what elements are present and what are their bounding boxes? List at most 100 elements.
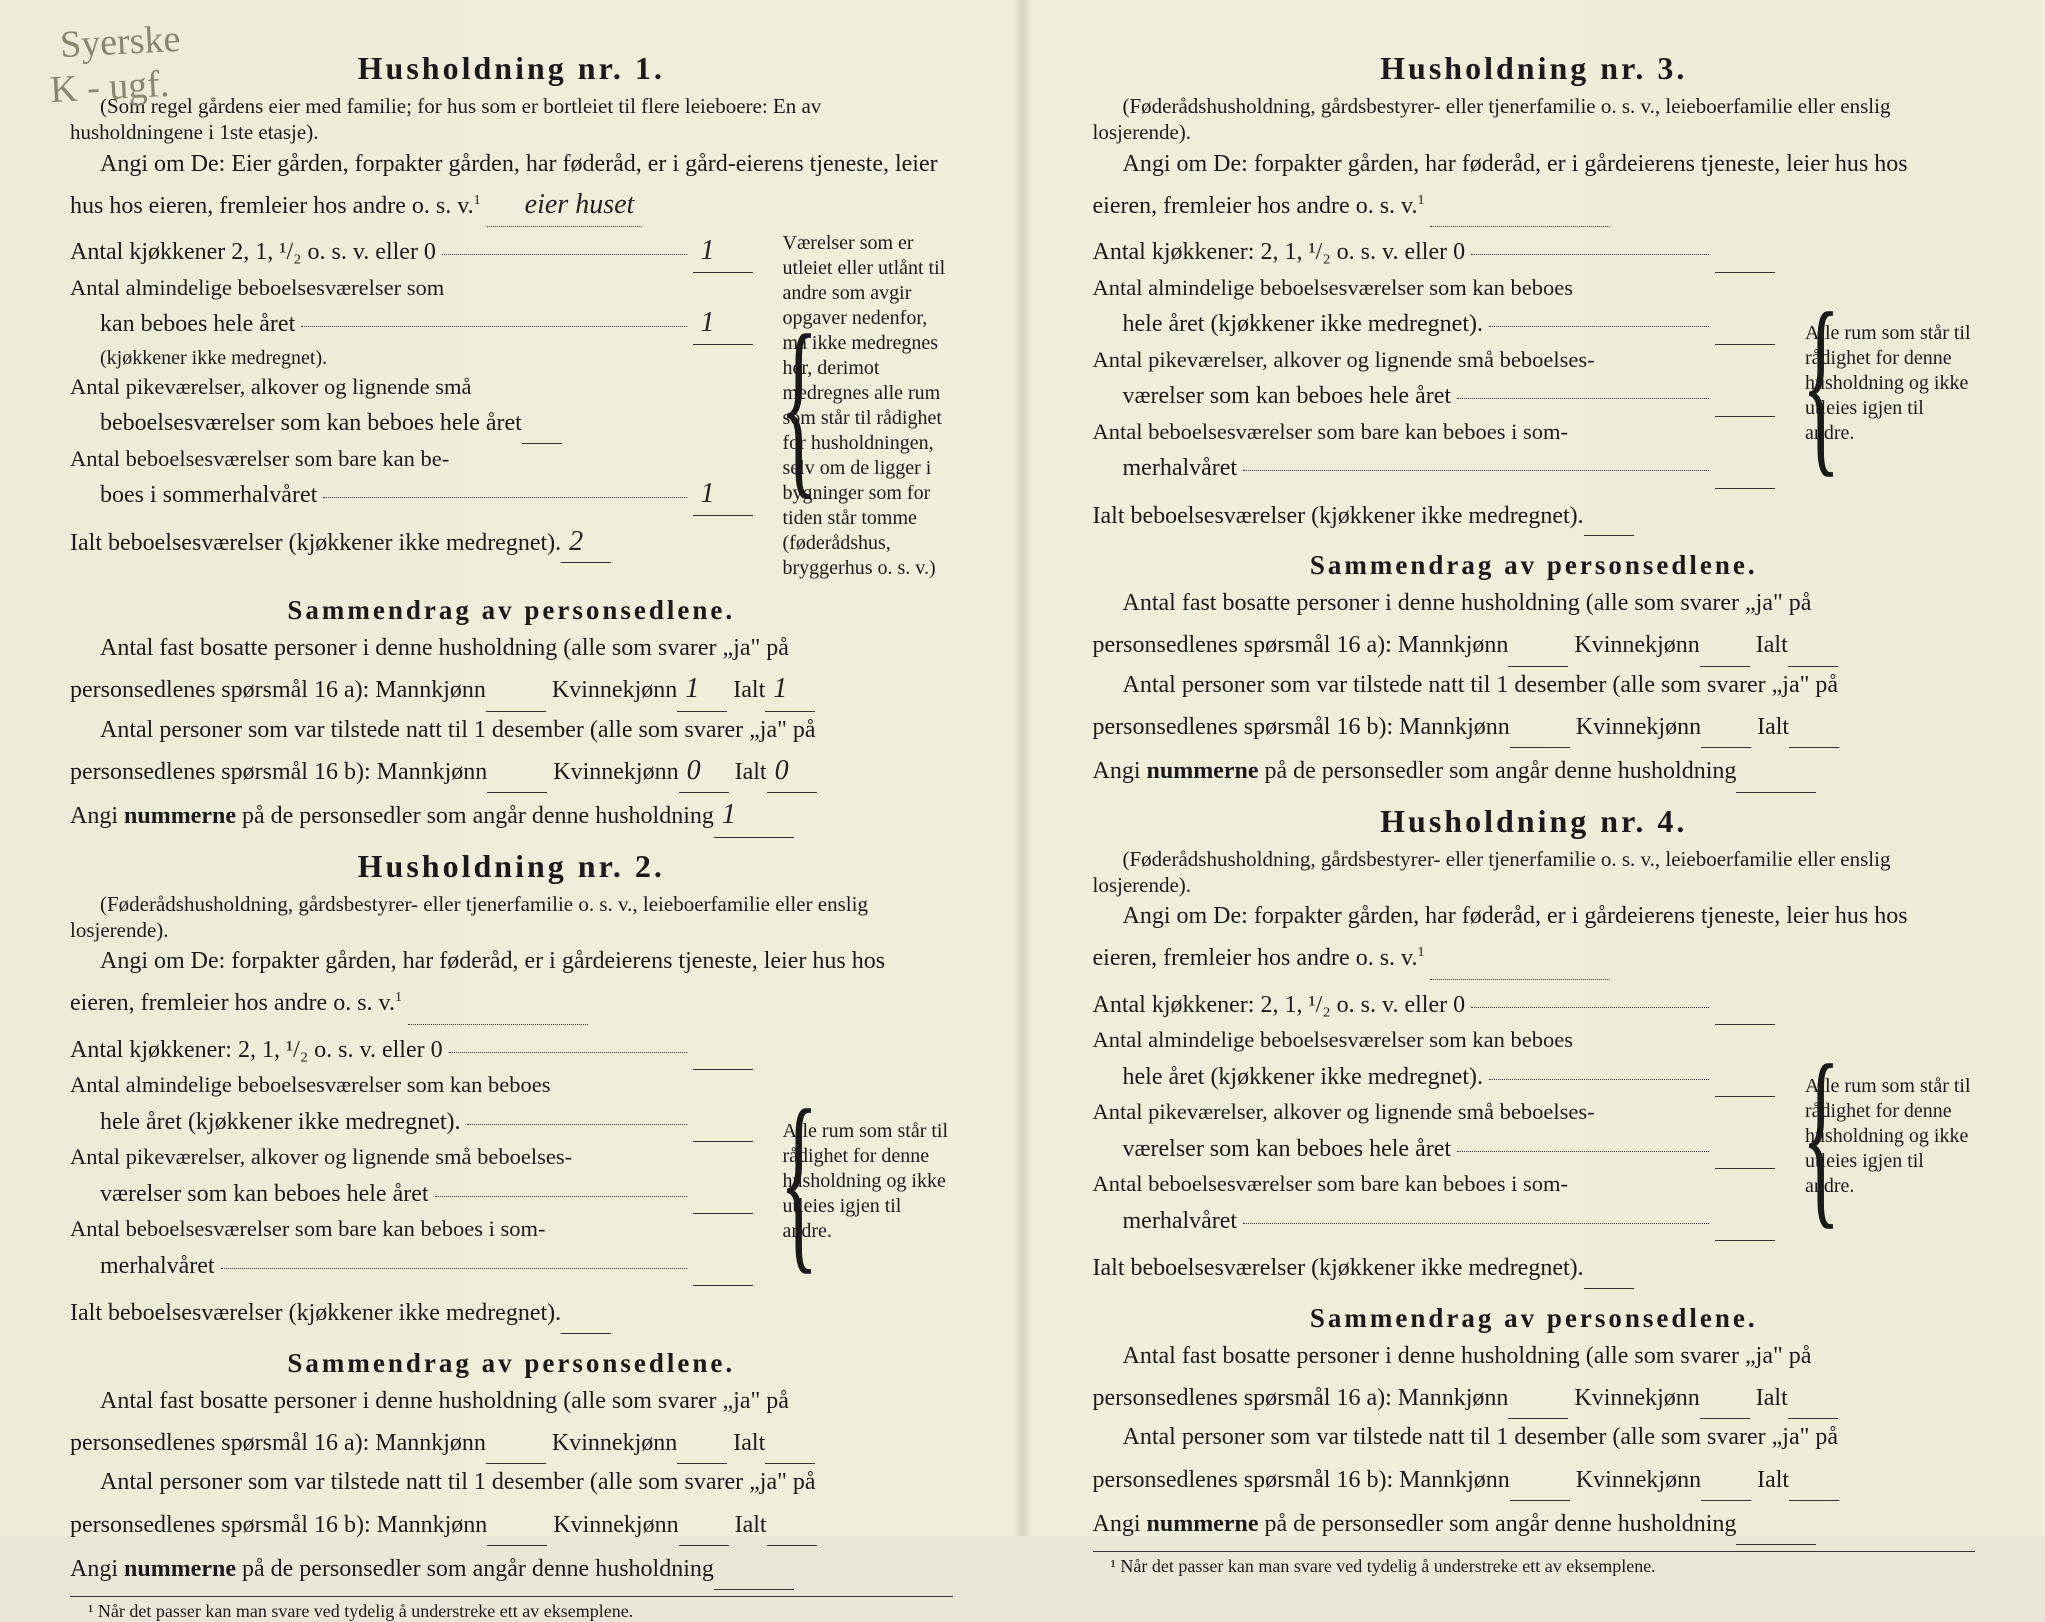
- sommer-label-2: merhalvåret: [100, 1249, 215, 1284]
- angi-value: [438, 986, 454, 1017]
- val-16a-m: [1508, 1381, 1524, 1412]
- household-note: (Føderådshusholdning, gårdsbestyrer- ell…: [1093, 93, 1976, 146]
- household-block-1: Husholdning nr. 1. (Som regel gårdens ei…: [70, 50, 953, 838]
- sommer-value: [693, 1249, 709, 1280]
- alm-label-1: Antal almindelige beboelsesværelser som …: [70, 1070, 753, 1100]
- val-16a-k: [1700, 628, 1716, 659]
- kjokken-value: [693, 1033, 709, 1064]
- household-block-4: Husholdning nr. 4. (Føderådshusholdning,…: [1093, 803, 1976, 1546]
- sum-16b-line2: personsedlenes spørsmål 16 b): Mannkjønn…: [70, 1502, 953, 1546]
- kjokken-label: Antal kjøkkener 2, 1, ¹/₂ o. s. v. eller…: [70, 235, 436, 270]
- val-16b-m: [487, 755, 503, 786]
- summary-title: Sammendrag av personsedlene.: [70, 1348, 953, 1379]
- rooms-column: Antal kjøkkener: 2, 1, ¹/₂ o. s. v. elle…: [70, 1029, 753, 1334]
- angi-value: [1460, 189, 1476, 220]
- sommer-value: 1: [693, 478, 723, 509]
- nummer-line: Angi nummerne på de personsedler som ang…: [1093, 748, 1976, 792]
- ialt-label: Ialt beboelsesværelser (kjøkkener ikke m…: [1093, 1251, 1584, 1286]
- sum-16a-line1: Antal fast bosatte personer i denne hush…: [1093, 1338, 1976, 1375]
- side-note-column: Værelser som er utleiet eller utlånt til…: [763, 231, 953, 581]
- ialt-value: 2: [561, 526, 591, 557]
- nummer-line: Angi nummerne på de personsedler som ang…: [70, 1546, 953, 1590]
- ialt-label: Ialt beboelsesværelser (kjøkkener ikke m…: [70, 1296, 561, 1331]
- val-16a-i: 1: [765, 673, 795, 704]
- summary-title: Sammendrag av personsedlene.: [1093, 550, 1976, 581]
- angi-value: [1460, 941, 1476, 972]
- val-16b-k: [1701, 710, 1717, 741]
- brace-icon: [1785, 231, 1799, 536]
- angi-line: Angi om De: forpakter gården, har føderå…: [1093, 898, 1976, 980]
- val-16a-m: [486, 673, 502, 704]
- sommer-label-1: Antal beboelsesværelser som bare kan beb…: [1093, 1169, 1776, 1199]
- sum-16a-line1: Antal fast bosatte personer i denne hush…: [1093, 585, 1976, 622]
- alm-label-1: Antal almindelige beboelsesværelser som …: [1093, 1025, 1776, 1055]
- nummer-value: [714, 1552, 730, 1583]
- pike-label-1: Antal pikeværelser, alkover og lignende …: [1093, 345, 1776, 375]
- val-16b-i: [1789, 710, 1805, 741]
- ialt-value: [561, 1296, 577, 1327]
- val-16b-k: [1701, 1463, 1717, 1494]
- side-note-column: Alle rum som står til rådighet for denne…: [1785, 231, 1975, 536]
- rooms-column: Antal kjøkkener: 2, 1, ¹/₂ o. s. v. elle…: [1093, 984, 1776, 1289]
- kjokken-label: Antal kjøkkener: 2, 1, ¹/₂ o. s. v. elle…: [1093, 988, 1466, 1023]
- brace-icon: [1785, 984, 1799, 1289]
- ialt-value: [1584, 499, 1600, 530]
- household-title: Husholdning nr. 4.: [1093, 803, 1976, 840]
- household-note: (Føderådshusholdning, gårdsbestyrer- ell…: [70, 891, 953, 944]
- pike-label-2: værelser som kan beboes hele året: [1123, 1132, 1452, 1167]
- sum-16b-line2: personsedlenes spørsmål 16 b): Mannkjønn…: [1093, 1457, 1976, 1501]
- alm-label-2: hele året (kjøkkener ikke medregnet).: [1123, 1060, 1484, 1095]
- alm-value: [1715, 1060, 1731, 1091]
- alm-label-1: Antal almindelige beboelsesværelser som: [70, 273, 753, 303]
- sommer-value: [1715, 451, 1731, 482]
- pike-value: [522, 406, 538, 437]
- alm-value: [1715, 307, 1731, 338]
- sum-16a-line2: personsedlenes spørsmål 16 a): Mannkjønn…: [1093, 622, 1976, 666]
- footnote-right: ¹ Når det passer kan man svare ved tydel…: [1093, 1551, 1976, 1577]
- pike-label-2: værelser som kan beboes hele året: [1123, 379, 1452, 414]
- kjokken-label: Antal kjøkkener: 2, 1, ¹/₂ o. s. v. elle…: [1093, 235, 1466, 270]
- household-title: Husholdning nr. 2.: [70, 848, 953, 885]
- val-16b-i: [1789, 1463, 1805, 1494]
- pike-value: [1715, 1132, 1731, 1163]
- angi-value: eier huset: [517, 189, 643, 220]
- val-16b-i: 0: [767, 755, 797, 786]
- val-16b-m: [487, 1508, 503, 1539]
- val-16a-k: 1: [677, 673, 707, 704]
- sum-16b-line1: Antal personer som var tilstede natt til…: [1093, 1419, 1976, 1456]
- brace-icon: [763, 1029, 777, 1334]
- sum-16b-line2: personsedlenes spørsmål 16 b): Mannkjønn…: [70, 749, 953, 793]
- val-16a-k: [1700, 1381, 1716, 1412]
- rooms-column: Antal kjøkkener: 2, 1, ¹/₂ o. s. v. elle…: [1093, 231, 1776, 536]
- sommer-label-1: Antal beboelsesværelser som bare kan beb…: [1093, 417, 1776, 447]
- nummer-line: Angi nummerne på de personsedler som ang…: [1093, 1501, 1976, 1545]
- ialt-label: Ialt beboelsesværelser (kjøkkener ikke m…: [1093, 499, 1584, 534]
- sum-16a-line1: Antal fast bosatte personer i denne hush…: [70, 630, 953, 667]
- sum-16b-line1: Antal personer som var tilstede natt til…: [70, 712, 953, 749]
- sommer-label-2: boes i sommerhalvåret: [100, 478, 317, 513]
- sum-16a-line1: Antal fast bosatte personer i denne hush…: [70, 1383, 953, 1420]
- sommer-value: [1715, 1204, 1731, 1235]
- sum-16b-line2: personsedlenes spørsmål 16 b): Mannkjønn…: [1093, 704, 1976, 748]
- kjokken-value: 1: [693, 235, 723, 266]
- alm-label-2: kan beboes hele året: [100, 307, 295, 342]
- alm-value: 1: [693, 307, 723, 338]
- pike-label-2: beboelsesværelser som kan beboes hele år…: [100, 406, 522, 441]
- summary-title: Sammendrag av personsedlene.: [70, 595, 953, 626]
- val-16a-m: [486, 1426, 502, 1457]
- val-16b-k: [679, 1508, 695, 1539]
- nummer-line: Angi nummerne på de personsedler som ang…: [70, 793, 953, 837]
- pike-label-1: Antal pikeværelser, alkover og lignende …: [1093, 1097, 1776, 1127]
- ialt-label: Ialt beboelsesværelser (kjøkkener ikke m…: [70, 526, 561, 561]
- household-block-3: Husholdning nr. 3. (Føderådshusholdning,…: [1093, 50, 1976, 793]
- kjokken-value: [1715, 988, 1731, 1019]
- val-16a-i: [765, 1426, 781, 1457]
- footnote-left: ¹ Når det passer kan man svare ved tydel…: [70, 1596, 953, 1622]
- val-16b-m: [1510, 1463, 1526, 1494]
- val-16b-i: [767, 1508, 783, 1539]
- sum-16a-line2: personsedlenes spørsmål 16 a): Mannkjønn…: [1093, 1375, 1976, 1419]
- household-title: Husholdning nr. 1.: [70, 50, 953, 87]
- sum-16b-line1: Antal personer som var tilstede natt til…: [1093, 667, 1976, 704]
- census-form-sheet: Syerske K - ugf. Husholdning nr. 1. (Som…: [0, 0, 2045, 1536]
- val-16a-m: [1508, 628, 1524, 659]
